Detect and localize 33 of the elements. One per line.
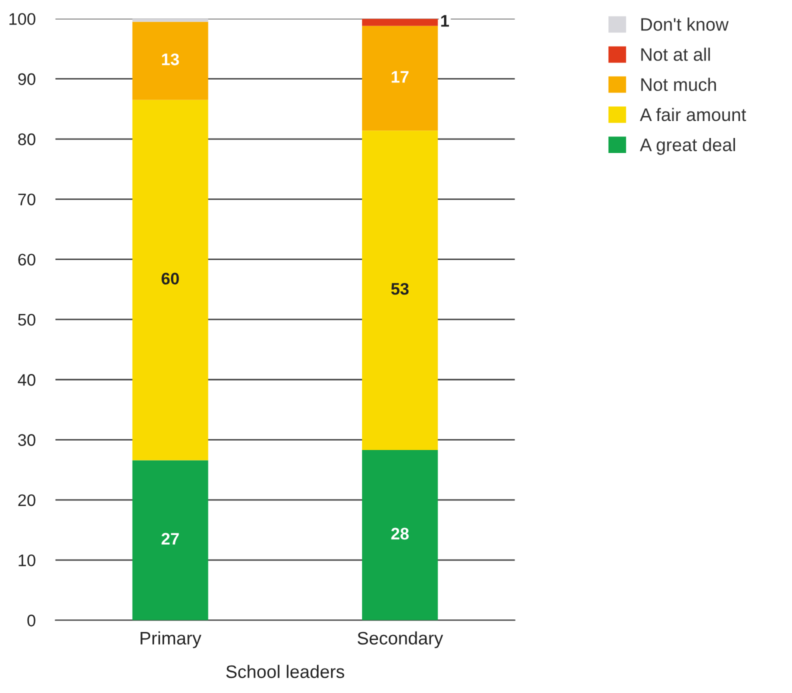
data-label: 28 xyxy=(391,528,409,540)
data-label: 27 xyxy=(162,532,179,545)
legend-label: A great deal xyxy=(640,138,735,155)
legend-label: Not much xyxy=(641,78,716,92)
data-label: 53 xyxy=(391,282,409,295)
bar xyxy=(362,450,438,620)
data-label: 60 xyxy=(162,272,179,285)
data-label: 1 xyxy=(441,15,449,27)
y-tick-label: 40 xyxy=(18,374,36,386)
bar xyxy=(362,130,438,450)
y-tick-label: 70 xyxy=(18,194,36,206)
bar xyxy=(362,18,438,26)
x-axis-title: School leaders xyxy=(226,664,344,678)
y-tick-label: 90 xyxy=(18,73,36,86)
bar xyxy=(132,22,208,100)
data-label: 13 xyxy=(162,53,179,66)
bar xyxy=(132,460,208,620)
y-tick-label: 100 xyxy=(9,13,36,25)
y-tick-label: 60 xyxy=(18,254,36,266)
legend-label: Not at all xyxy=(641,48,710,61)
y-tick-label: 10 xyxy=(18,554,36,566)
x-tick-label: Primary xyxy=(140,631,202,648)
y-tick-label: 80 xyxy=(18,133,36,146)
y-tick-label: 0 xyxy=(27,614,36,626)
bar xyxy=(132,100,208,460)
y-tick-label: 30 xyxy=(18,434,36,446)
y-tick-label: 50 xyxy=(18,314,36,326)
legend-label: A fair amount xyxy=(640,108,746,122)
y-tick-label: 20 xyxy=(18,494,36,506)
data-label: 17 xyxy=(392,71,408,83)
x-tick-label: Secondary xyxy=(358,631,444,648)
legend-label: Don't know xyxy=(641,18,729,31)
bar xyxy=(362,26,438,131)
